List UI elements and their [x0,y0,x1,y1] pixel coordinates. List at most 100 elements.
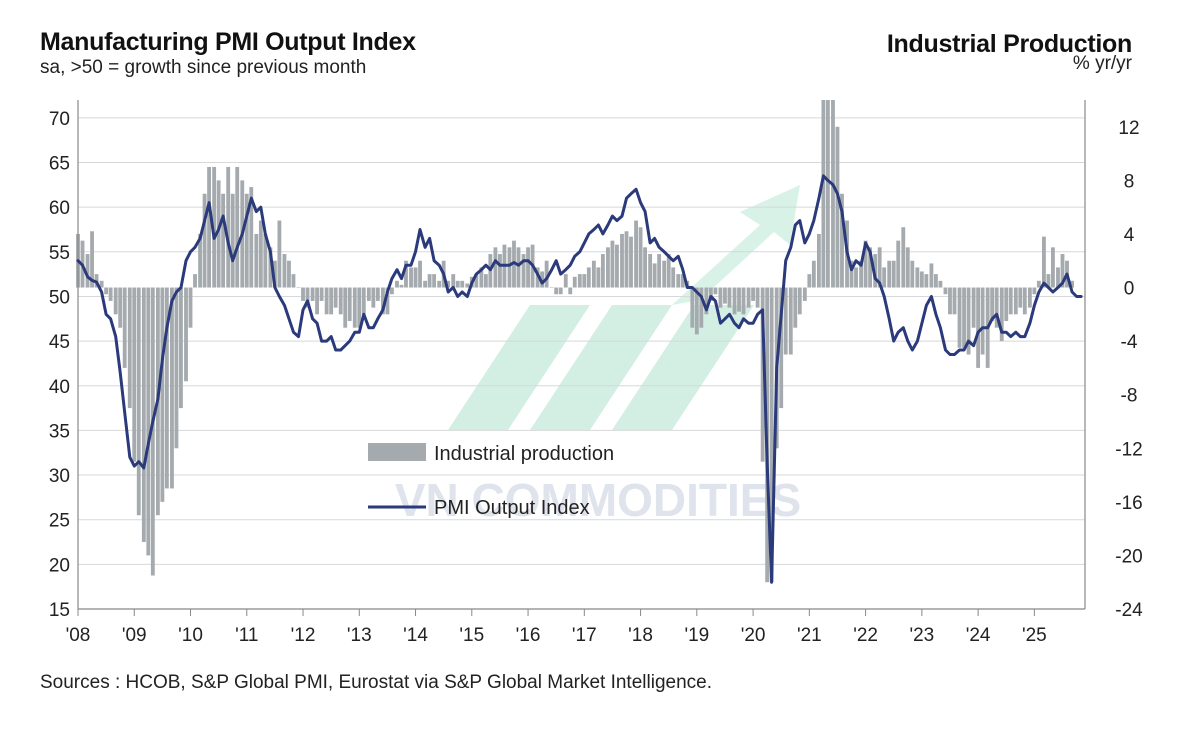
watermark-stripe-3 [612,305,754,430]
x-tick-9: '17 [572,625,597,646]
ip-bar-37 [249,187,254,288]
ip-bar-131 [690,287,695,328]
ip-bar-69 [399,284,404,288]
left-tick-7: 50 [49,287,70,308]
ip-bar-66 [385,287,390,315]
ip-bar-24 [188,287,193,328]
chart-subtitle-left: sa, >50 = growth since previous month [40,57,367,78]
chart-axes [77,100,1086,616]
ip-bar-156 [807,274,812,288]
ip-bar-117 [624,231,629,288]
ip-bar-151 [783,287,788,355]
watermark-stripe-2 [530,305,672,430]
ip-bar-109 [586,267,591,288]
left-tick-8: 55 [49,243,70,264]
ip-bar-154 [797,287,802,315]
ip-bar-34 [235,166,240,288]
x-tick-6: '14 [403,625,428,646]
ip-bar-128 [676,274,681,288]
left-tick-2: 25 [49,511,70,532]
ip-bar-31 [221,193,226,288]
ip-bar-167 [859,260,864,288]
ip-bar-116 [620,233,624,288]
left-tick-1: 20 [49,555,70,576]
x-tick-15: '23 [909,625,934,646]
ip-bar-127 [671,267,676,288]
x-tick-5: '13 [347,625,372,646]
x-tick-11: '19 [684,625,709,646]
ip-bar-142 [741,287,746,315]
ip-bar-95 [521,254,526,288]
ip-bar-18 [160,287,165,502]
ip-bar-64 [375,287,380,301]
ip-bar-76 [432,274,437,288]
ip-bar-32 [226,166,231,288]
ip-bar-44 [282,254,287,288]
ip-bar-182 [929,263,934,288]
right-tick-5: -4 [1121,332,1138,353]
ip-bar-158 [816,233,821,288]
ip-bar-55 [333,287,338,308]
right-tick-7: 4 [1124,225,1135,246]
right-tick-9: 12 [1118,118,1139,139]
ip-bar-192 [976,287,981,368]
ip-bar-180 [919,271,924,288]
ip-bar-26 [198,233,202,288]
x-tick-12: '20 [741,625,766,646]
ip-bar-189 [962,287,966,348]
ip-bar-133 [699,287,704,328]
ip-bar-212 [1070,280,1074,288]
ip-bar-101 [549,287,554,289]
x-tick-4: '12 [291,625,316,646]
ip-bar-65 [380,287,385,315]
ip-bar-199 [1008,287,1013,315]
ip-bar-134 [704,287,709,315]
left-tick-10: 65 [49,154,70,175]
ip-bar-3 [90,231,94,288]
ip-bar-184 [938,280,943,288]
ip-bar-204 [1032,287,1037,295]
x-tick-16: '24 [966,625,991,646]
ip-bar-87 [483,274,488,288]
ip-bar-173 [887,260,892,288]
ip-bar-210 [1060,254,1065,288]
ip-bar-120 [638,227,643,288]
ip-bar-39 [258,220,263,288]
watermark-arrow-icon [672,185,800,305]
legend-line-label: PMI Output Index [434,497,590,519]
ip-bar-159 [821,100,826,288]
ip-bar-196 [994,287,999,328]
ip-bar-107 [577,274,582,288]
legend-bar-swatch [368,443,426,461]
right-tick-2: -16 [1115,493,1142,514]
ip-bar-138 [723,287,727,304]
ip-bar-110 [591,260,596,288]
ip-bar-179 [915,267,920,288]
ip-bar-177 [905,247,910,288]
ip-bar-123 [652,263,657,288]
x-tick-2: '10 [178,625,203,646]
ip-bar-183 [934,274,938,288]
ip-bar-28 [207,166,211,288]
x-tick-0: '08 [66,625,91,646]
ip-bar-208 [1051,247,1055,288]
ip-bar-19 [164,287,169,489]
ip-bar-86 [479,267,484,288]
ip-bar-67 [389,287,394,295]
ip-bar-36 [244,193,249,288]
ip-bar-124 [657,254,662,288]
ip-bar-9 [118,287,123,328]
x-tick-1: '09 [122,625,147,646]
ip-bar-193 [980,287,985,355]
ip-bar-136 [713,287,718,295]
ip-bar-207 [1046,274,1051,288]
x-tick-14: '22 [853,625,878,646]
ip-bar-139 [727,287,732,308]
ip-bar-160 [825,100,830,288]
ip-bar-111 [596,267,601,288]
chart-legend: Industrial production PMI Output Index [368,443,614,519]
left-tick-4: 35 [49,421,70,442]
ip-bar-168 [863,240,868,288]
chart-title-right: Industrial Production [886,30,1132,58]
